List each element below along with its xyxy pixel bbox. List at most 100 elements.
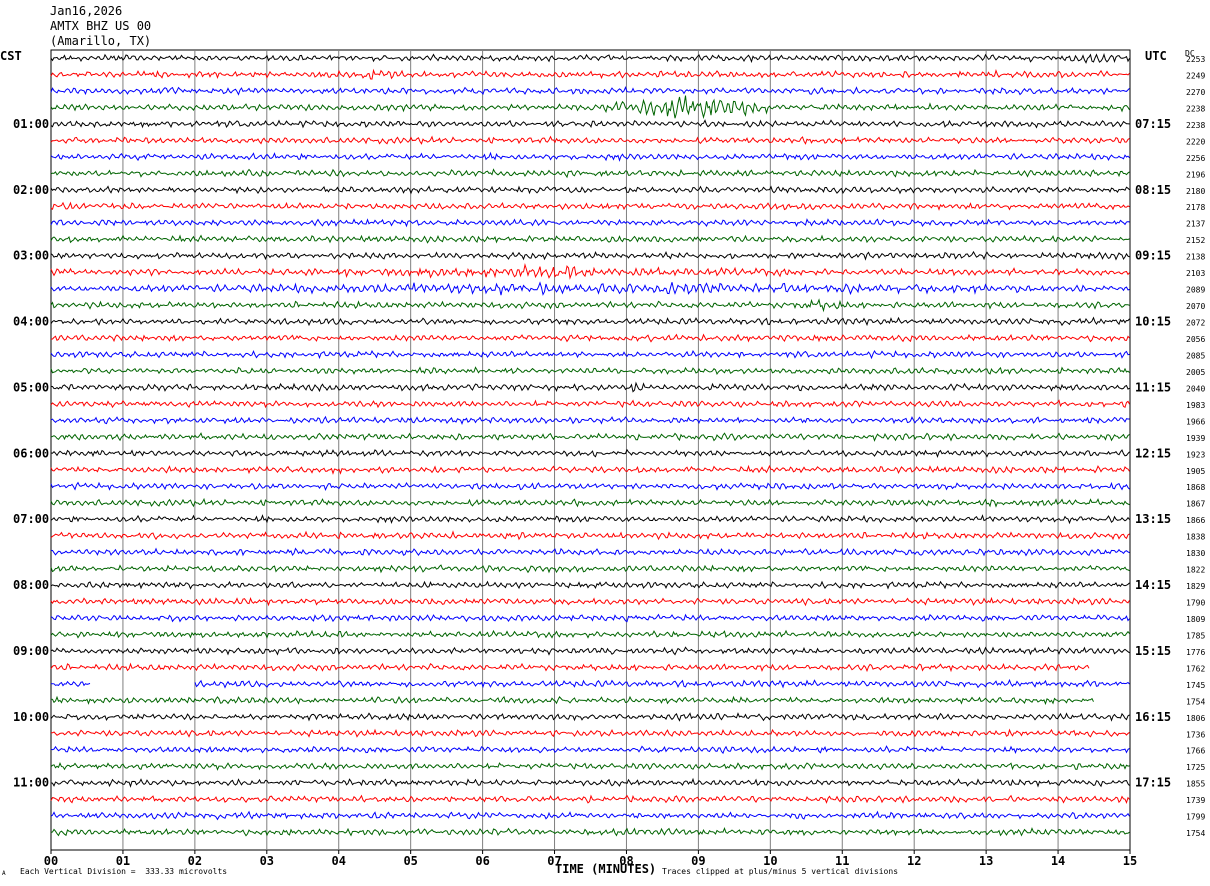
trace-line xyxy=(50,281,1130,296)
trace-line xyxy=(50,728,1130,738)
dc-value: 2249 xyxy=(1186,71,1205,80)
trace-line xyxy=(50,218,1130,228)
x-tick-label: 03 xyxy=(260,854,274,868)
x-tick-label: 10 xyxy=(763,854,777,868)
trace-line xyxy=(50,151,1130,162)
trace-line xyxy=(50,168,1130,179)
dc-value: 2253 xyxy=(1186,55,1205,64)
plot-frame xyxy=(50,49,1131,851)
dc-value: 1754 xyxy=(1186,829,1205,838)
dc-value: 1809 xyxy=(1186,615,1205,624)
trace-line xyxy=(50,316,1130,327)
x-tick-label: 06 xyxy=(475,854,489,868)
corner-mark: A xyxy=(2,870,6,877)
trace-line xyxy=(50,530,1130,541)
station-code: AMTX BHZ US 00 xyxy=(50,19,152,33)
dc-value: 1745 xyxy=(1186,681,1205,690)
x-tick-label: 05 xyxy=(403,854,417,868)
right-hour-label: 09:15 xyxy=(1135,249,1171,263)
trace-line xyxy=(50,745,1130,755)
trace-line xyxy=(50,415,1130,425)
dc-value: 2180 xyxy=(1186,187,1205,196)
trace-line xyxy=(50,794,1130,805)
x-tick-label: 13 xyxy=(979,854,993,868)
left-hour-label: 11:00 xyxy=(13,776,49,790)
dc-value: 1855 xyxy=(1186,780,1205,789)
right-hour-label: 14:15 xyxy=(1135,578,1171,592)
dc-value: 2137 xyxy=(1186,220,1205,229)
dc-value: 2138 xyxy=(1186,253,1205,262)
right-hour-label: 12:15 xyxy=(1135,446,1171,460)
right-timezone-label: UTC xyxy=(1145,49,1167,63)
plot-date: Jan16,2026 xyxy=(50,4,123,18)
right-hour-label: 07:15 xyxy=(1135,117,1171,131)
x-tick-label: 04 xyxy=(332,854,346,868)
x-axis-title: TIME (MINUTES) xyxy=(555,862,657,876)
x-tick-label: 01 xyxy=(116,854,130,868)
dc-value: 1867 xyxy=(1186,500,1205,509)
dc-value: 1799 xyxy=(1186,813,1205,822)
trace-line xyxy=(50,86,1130,96)
trace-line xyxy=(50,810,1130,821)
dc-value: 2220 xyxy=(1186,137,1205,146)
left-hour-label: 10:00 xyxy=(13,710,49,724)
dc-value: 2072 xyxy=(1186,319,1205,328)
x-tick-label: 07 xyxy=(547,854,561,868)
left-timezone-label: CST xyxy=(0,49,22,63)
right-hour-label: 16:15 xyxy=(1135,710,1171,724)
trace-line xyxy=(50,580,1130,590)
right-hour-label: 17:15 xyxy=(1135,776,1171,790)
trace-line xyxy=(50,262,1130,280)
axis-labels: 00 01 02 03 04 05 06 07 08 09 10 11 12 13 14 15 2253 2249… xyxy=(13,55,1205,868)
dc-value: 1829 xyxy=(1186,582,1205,591)
trace-line xyxy=(50,250,1130,261)
dc-value: 2103 xyxy=(1186,269,1205,278)
trace-line xyxy=(50,497,1130,508)
dc-value: 1905 xyxy=(1186,467,1205,476)
trace-line xyxy=(50,629,1130,639)
right-hour-label: 11:15 xyxy=(1135,380,1171,394)
dc-value: 2040 xyxy=(1186,384,1205,393)
trace-line xyxy=(50,613,1130,623)
trace-line xyxy=(50,662,1090,673)
dc-value: 1725 xyxy=(1186,763,1205,772)
dc-value: 2085 xyxy=(1186,351,1205,360)
trace-line xyxy=(50,381,1130,393)
trace-line xyxy=(50,678,1130,689)
left-hour-label: 02:00 xyxy=(13,183,49,197)
trace-line xyxy=(50,135,1130,145)
x-tick-label: 12 xyxy=(907,854,921,868)
left-hour-label: 08:00 xyxy=(13,578,49,592)
left-hour-label: 01:00 xyxy=(13,117,49,131)
x-tick-label: 15 xyxy=(1123,854,1137,868)
dc-value: 2256 xyxy=(1186,154,1205,163)
trace-line xyxy=(50,185,1130,195)
left-hour-label: 04:00 xyxy=(13,315,49,329)
dc-value: 2238 xyxy=(1186,104,1205,113)
dc-value: 2270 xyxy=(1186,88,1205,97)
right-hour-label: 08:15 xyxy=(1135,183,1171,197)
dc-value: 1923 xyxy=(1186,450,1205,459)
dc-value: 1866 xyxy=(1186,516,1205,525)
x-tick-label: 00 xyxy=(44,854,58,868)
dc-value: 2152 xyxy=(1186,236,1205,245)
grid-lines xyxy=(50,49,1131,851)
scale-note: Each Vertical Division = 333.33 microvol… xyxy=(20,867,228,876)
trace-line xyxy=(50,777,1130,788)
dc-value: 1754 xyxy=(1186,697,1205,706)
trace-line xyxy=(50,68,1130,80)
trace-line xyxy=(50,432,1130,442)
x-tick-label: 09 xyxy=(691,854,705,868)
trace-line xyxy=(50,119,1130,129)
trace-line xyxy=(50,333,1130,343)
dc-value: 2178 xyxy=(1186,203,1205,212)
dc-value: 2238 xyxy=(1186,121,1205,130)
dc-value: 1766 xyxy=(1186,747,1205,756)
dc-value: 1939 xyxy=(1186,434,1205,443)
x-tick-label: 14 xyxy=(1051,854,1065,868)
trace-line xyxy=(50,695,1094,706)
dc-value: 1790 xyxy=(1186,599,1205,608)
trace-line xyxy=(50,399,1130,409)
trace-line xyxy=(50,547,1130,557)
